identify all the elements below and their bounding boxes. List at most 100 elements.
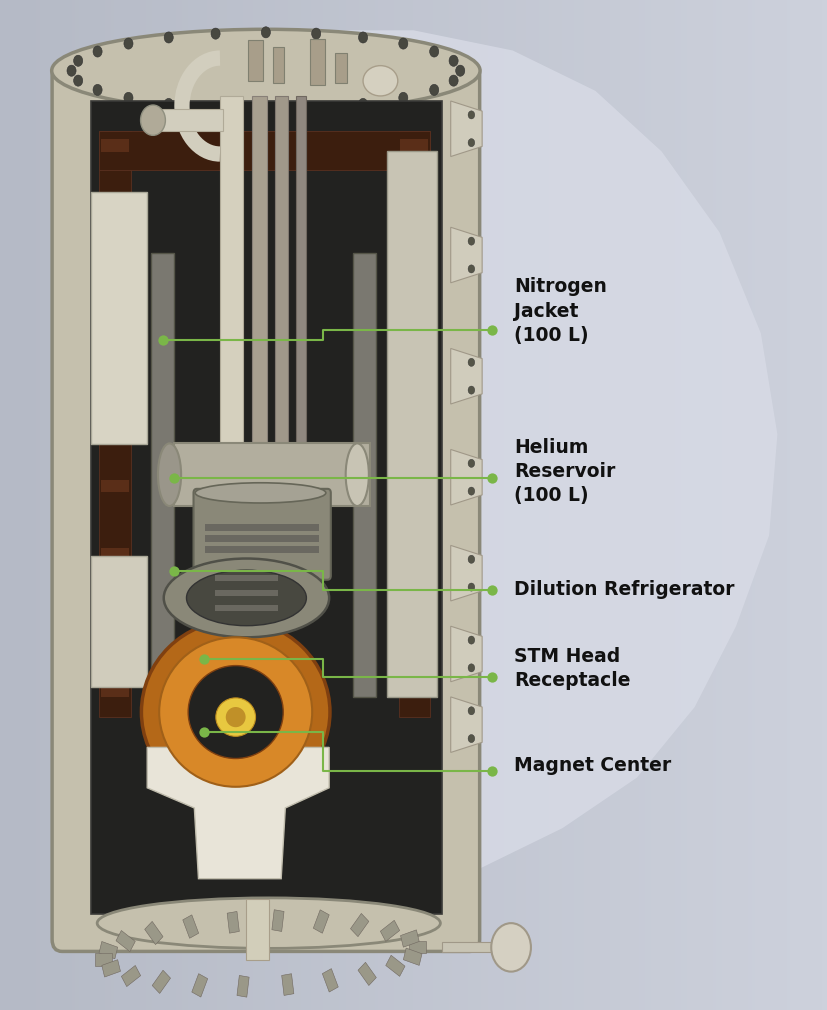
Bar: [192, 974, 208, 997]
Bar: [275, 96, 288, 515]
Circle shape: [93, 85, 102, 95]
Circle shape: [164, 32, 173, 43]
Bar: [102, 960, 121, 977]
Bar: [442, 942, 517, 952]
Circle shape: [468, 460, 475, 468]
Text: STM Head
Receptacle: STM Head Receptacle: [514, 647, 631, 690]
Circle shape: [211, 102, 220, 113]
Bar: [99, 131, 131, 717]
Bar: [101, 139, 129, 152]
Ellipse shape: [226, 707, 246, 727]
Bar: [404, 948, 422, 966]
Ellipse shape: [195, 483, 326, 503]
Text: Helium
Reservoir
(100 L): Helium Reservoir (100 L): [514, 438, 616, 505]
Polygon shape: [451, 545, 482, 601]
Circle shape: [468, 487, 475, 495]
Circle shape: [74, 75, 83, 86]
Ellipse shape: [52, 29, 480, 112]
Bar: [95, 953, 112, 966]
FancyBboxPatch shape: [194, 489, 331, 580]
Bar: [215, 605, 278, 611]
Bar: [273, 47, 284, 83]
Bar: [409, 941, 426, 953]
Circle shape: [74, 56, 83, 67]
Bar: [400, 930, 419, 947]
Ellipse shape: [98, 898, 441, 948]
Polygon shape: [147, 747, 329, 879]
Bar: [385, 955, 405, 977]
Ellipse shape: [186, 570, 306, 625]
Circle shape: [124, 38, 133, 49]
Point: [156, 332, 170, 348]
Ellipse shape: [188, 666, 283, 759]
Point: [485, 763, 499, 779]
Bar: [101, 276, 129, 288]
Circle shape: [312, 28, 321, 39]
Circle shape: [456, 65, 465, 76]
Bar: [400, 685, 428, 697]
Circle shape: [449, 56, 458, 67]
Ellipse shape: [141, 105, 165, 135]
Circle shape: [430, 45, 439, 57]
Circle shape: [430, 85, 439, 95]
Bar: [174, 443, 370, 506]
Bar: [91, 101, 442, 914]
Bar: [380, 920, 399, 941]
Ellipse shape: [159, 637, 313, 787]
Circle shape: [468, 265, 475, 273]
Bar: [400, 548, 428, 561]
Bar: [215, 575, 278, 581]
Ellipse shape: [346, 443, 369, 506]
Bar: [387, 152, 437, 697]
Bar: [400, 412, 428, 424]
Ellipse shape: [164, 559, 329, 637]
Circle shape: [261, 26, 270, 38]
Circle shape: [468, 636, 475, 644]
Circle shape: [468, 707, 475, 715]
Bar: [183, 915, 198, 938]
Point: [198, 650, 211, 667]
Circle shape: [491, 923, 531, 972]
Point: [167, 470, 180, 486]
Ellipse shape: [141, 620, 330, 804]
Circle shape: [468, 359, 475, 367]
Bar: [101, 343, 129, 357]
Bar: [205, 535, 319, 542]
Circle shape: [468, 138, 475, 146]
Bar: [400, 481, 428, 493]
Circle shape: [468, 386, 475, 394]
Bar: [272, 910, 284, 931]
Polygon shape: [451, 626, 482, 682]
Bar: [99, 941, 117, 958]
Polygon shape: [451, 449, 482, 505]
Bar: [246, 899, 269, 959]
Bar: [358, 963, 376, 986]
Bar: [215, 590, 278, 596]
Bar: [153, 109, 223, 131]
Text: Nitrogen
Jacket
(100 L): Nitrogen Jacket (100 L): [514, 278, 607, 344]
Ellipse shape: [216, 698, 256, 736]
Circle shape: [358, 98, 367, 109]
Ellipse shape: [158, 443, 181, 506]
Point: [485, 322, 499, 338]
Bar: [282, 974, 294, 996]
Bar: [205, 524, 319, 531]
Bar: [296, 96, 306, 515]
Bar: [122, 966, 141, 987]
Circle shape: [164, 98, 173, 109]
Bar: [91, 556, 147, 687]
Circle shape: [261, 104, 270, 114]
Bar: [237, 976, 249, 997]
FancyBboxPatch shape: [52, 64, 480, 951]
Circle shape: [468, 664, 475, 672]
Text: Magnet Center: Magnet Center: [514, 756, 672, 775]
Polygon shape: [451, 101, 482, 157]
Circle shape: [449, 75, 458, 86]
Circle shape: [399, 92, 408, 103]
Circle shape: [468, 237, 475, 245]
Circle shape: [399, 38, 408, 49]
Bar: [116, 930, 136, 951]
Circle shape: [124, 92, 133, 103]
Bar: [248, 40, 263, 81]
Point: [485, 669, 499, 685]
